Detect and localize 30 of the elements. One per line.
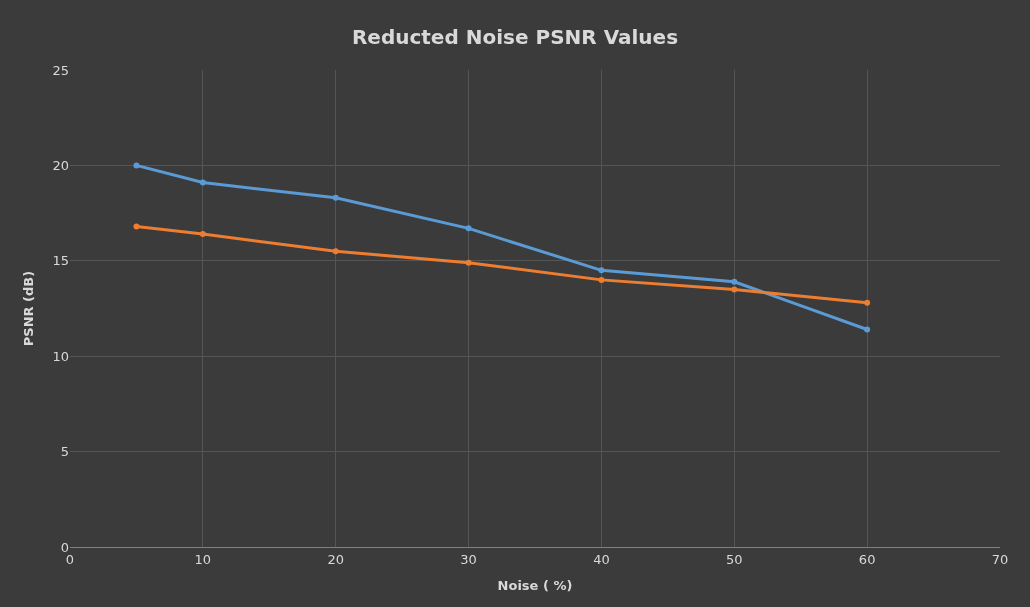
- y-axis-title: PSNR (dB): [21, 270, 37, 347]
- point: [332, 194, 339, 201]
- x-tick-label: 40: [593, 551, 610, 567]
- point: [864, 326, 871, 333]
- point: [199, 231, 206, 238]
- point: [598, 267, 605, 274]
- point: [332, 248, 339, 255]
- y-tick-label: 0: [60, 539, 69, 555]
- x-tick-label: 30: [460, 551, 477, 567]
- y-tick-label: 5: [60, 444, 69, 460]
- y-tick-label: 25: [52, 62, 69, 78]
- x-tick-label: 50: [726, 551, 743, 567]
- y-tick-label: 20: [52, 157, 69, 173]
- point: [465, 259, 472, 266]
- point: [864, 299, 871, 306]
- y-tick-label: 10: [52, 348, 69, 364]
- x-tick-label: 10: [194, 551, 212, 567]
- x-tick-label: 20: [327, 551, 344, 567]
- chart-title: Reducted Noise PSNR Values: [351, 25, 679, 50]
- point: [465, 225, 472, 232]
- x-tick-label: 70: [991, 551, 1009, 567]
- point: [731, 278, 738, 285]
- point: [133, 162, 140, 169]
- point: [199, 179, 206, 186]
- x-tick-label: 60: [858, 551, 876, 567]
- point: [133, 223, 140, 230]
- y-tick-label: 15: [52, 253, 69, 269]
- x-axis-title: Noise ( %): [497, 578, 573, 594]
- point: [598, 276, 605, 283]
- point: [731, 286, 738, 293]
